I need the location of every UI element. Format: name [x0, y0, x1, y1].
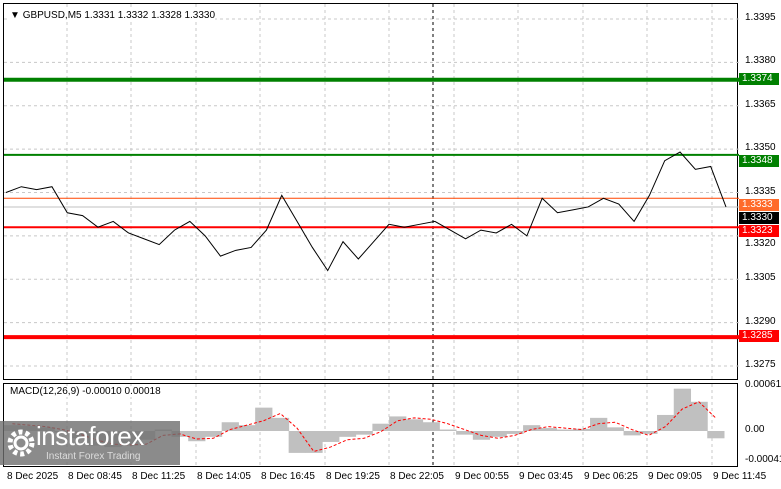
macd-histogram-bar [355, 431, 373, 435]
macd-histogram-bar [288, 431, 306, 453]
macd-histogram-bar [590, 417, 608, 431]
macd-histogram-bar [539, 428, 558, 431]
price-axis-label: 1.3395 [745, 12, 776, 23]
macd-histogram-bar [204, 431, 223, 437]
macd-histogram-bar [389, 416, 407, 431]
instaforex-logo: instaforex Instant Forex Trading [0, 421, 180, 465]
level-price-tag: 1.3323 [739, 224, 779, 237]
macd-histogram-bar [305, 431, 323, 453]
price-line [5, 151, 727, 272]
price-axis-label: 1.3350 [745, 142, 776, 154]
level-price-tag: 1.3330 [739, 211, 779, 224]
price-axis-label: 1.3275 [745, 359, 776, 370]
macd-histogram-bar [188, 431, 206, 442]
macd-histogram-bar [556, 429, 574, 431]
time-axis-label: 8 Dec 14:05 [197, 471, 251, 482]
macd-histogram-bar [640, 431, 658, 434]
macd-histogram-bar [489, 431, 507, 437]
macd-histogram-bar [456, 431, 474, 435]
logo-text: instaforex [36, 421, 144, 451]
price-axis-label: 1.3305 [745, 272, 776, 284]
macd-histogram-bar [506, 431, 524, 434]
macd-histogram-bar [690, 401, 708, 431]
logo-tagline: Instant Forex Trading [46, 451, 141, 462]
level-price-tag: 1.3348 [739, 155, 779, 168]
macd-label: MACD(12,26,9) -0.00010 0.00018 [10, 386, 161, 397]
symbol-quote: GBPUSD,M5 1.3331 1.3332 1.3328 1.3330 [22, 10, 216, 21]
time-axis-label: 8 Dec 19:25 [326, 471, 380, 482]
time-axis-label: 9 Dec 11:45 [713, 471, 767, 482]
price-chart-panel[interactable]: ▼ GBPUSD,M5 1.3331 1.3332 1.3328 1.3330 [3, 3, 739, 381]
time-axis-label: 9 Dec 03:45 [519, 471, 573, 482]
symbol-header[interactable]: ▼ GBPUSD,M5 1.3331 1.3332 1.3328 1.3330 [10, 10, 216, 21]
price-chart-canvas[interactable] [4, 4, 739, 381]
macd-histogram-bar [657, 414, 675, 431]
price-axis-label: 1.3335 [745, 185, 776, 197]
macd-histogram-bar [255, 407, 273, 431]
macd-histogram-bar [322, 431, 340, 442]
time-axis-label: 8 Dec 11:25 [132, 471, 186, 482]
macd-histogram-bar [673, 388, 692, 431]
macd-histogram-bar [271, 417, 290, 431]
macd-histogram-bar [338, 431, 357, 437]
price-axis-label: 1.3320 [745, 237, 776, 249]
time-axis-label: 9 Dec 06:25 [584, 471, 638, 482]
time-axis-label: 8 Dec 16:45 [261, 471, 315, 482]
macd-histogram-bar [238, 425, 256, 431]
macd-histogram-bar [707, 431, 725, 439]
time-axis-label: 8 Dec 08:45 [68, 471, 122, 482]
macd-histogram-bar [573, 428, 591, 431]
time-axis-label: 8 Dec 22:05 [390, 471, 444, 482]
macd-histogram-bar [623, 431, 641, 436]
dropdown-arrow-icon[interactable]: ▼ [10, 10, 23, 21]
macd-histogram-bar [221, 422, 239, 431]
gear-logo-icon [7, 429, 35, 457]
macd-axis-label: -0.00041 [745, 453, 781, 465]
macd-histogram-bar [405, 419, 424, 431]
macd-signal-line [12, 401, 716, 453]
macd-axis-label: 0.00061 [745, 379, 781, 391]
time-axis-label: 9 Dec 09:05 [648, 471, 702, 482]
time-axis-label: 8 Dec 2025 [7, 471, 59, 482]
macd-histogram-bar [606, 427, 625, 431]
price-axis-label: 1.3365 [745, 98, 776, 110]
level-price-tag: 1.3285 [739, 330, 779, 343]
macd-histogram-bar [372, 423, 390, 431]
macd-histogram-bar [422, 422, 440, 431]
level-price-tag: 1.3374 [739, 72, 779, 85]
time-axis-label: 9 Dec 00:55 [455, 471, 509, 482]
macd-axis-label: 0.00 [745, 424, 765, 435]
level-price-tag: 1.3333 [739, 198, 779, 211]
macd-histogram-bar [439, 429, 457, 431]
price-axis-label: 1.3290 [745, 315, 776, 327]
macd-histogram-bar [523, 425, 541, 431]
price-axis-label: 1.3380 [745, 55, 776, 67]
